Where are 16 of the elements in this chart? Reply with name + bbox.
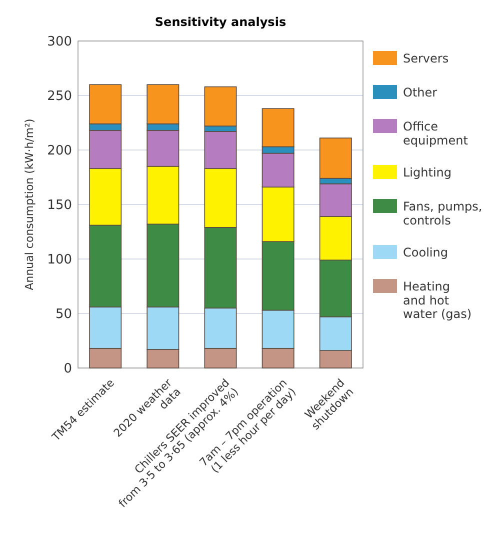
chart-title: Sensitivity analysis (154, 15, 286, 29)
y-tick-label: 50 (55, 307, 72, 322)
y-axis-title: Annual consumption (kW·h/m²) (23, 118, 36, 290)
legend-label: Heating and hot water (gas) (403, 280, 472, 322)
legend-label: Servers (403, 52, 449, 66)
y-tick-label: 300 (47, 34, 72, 50)
legend-label: Lighting (403, 166, 452, 180)
y-tick-label: 200 (47, 144, 72, 159)
y-tick-label: 150 (47, 198, 72, 214)
y-tick-label: 100 (47, 252, 72, 268)
legend-label: Office equipment (403, 120, 468, 148)
y-tick-label: 250 (47, 89, 72, 104)
legend-label: Fans, pumps, controls (403, 200, 482, 228)
legend-label: Cooling (403, 246, 448, 260)
legend-label: Other (403, 86, 438, 100)
y-tick-label: 0 (64, 362, 72, 377)
